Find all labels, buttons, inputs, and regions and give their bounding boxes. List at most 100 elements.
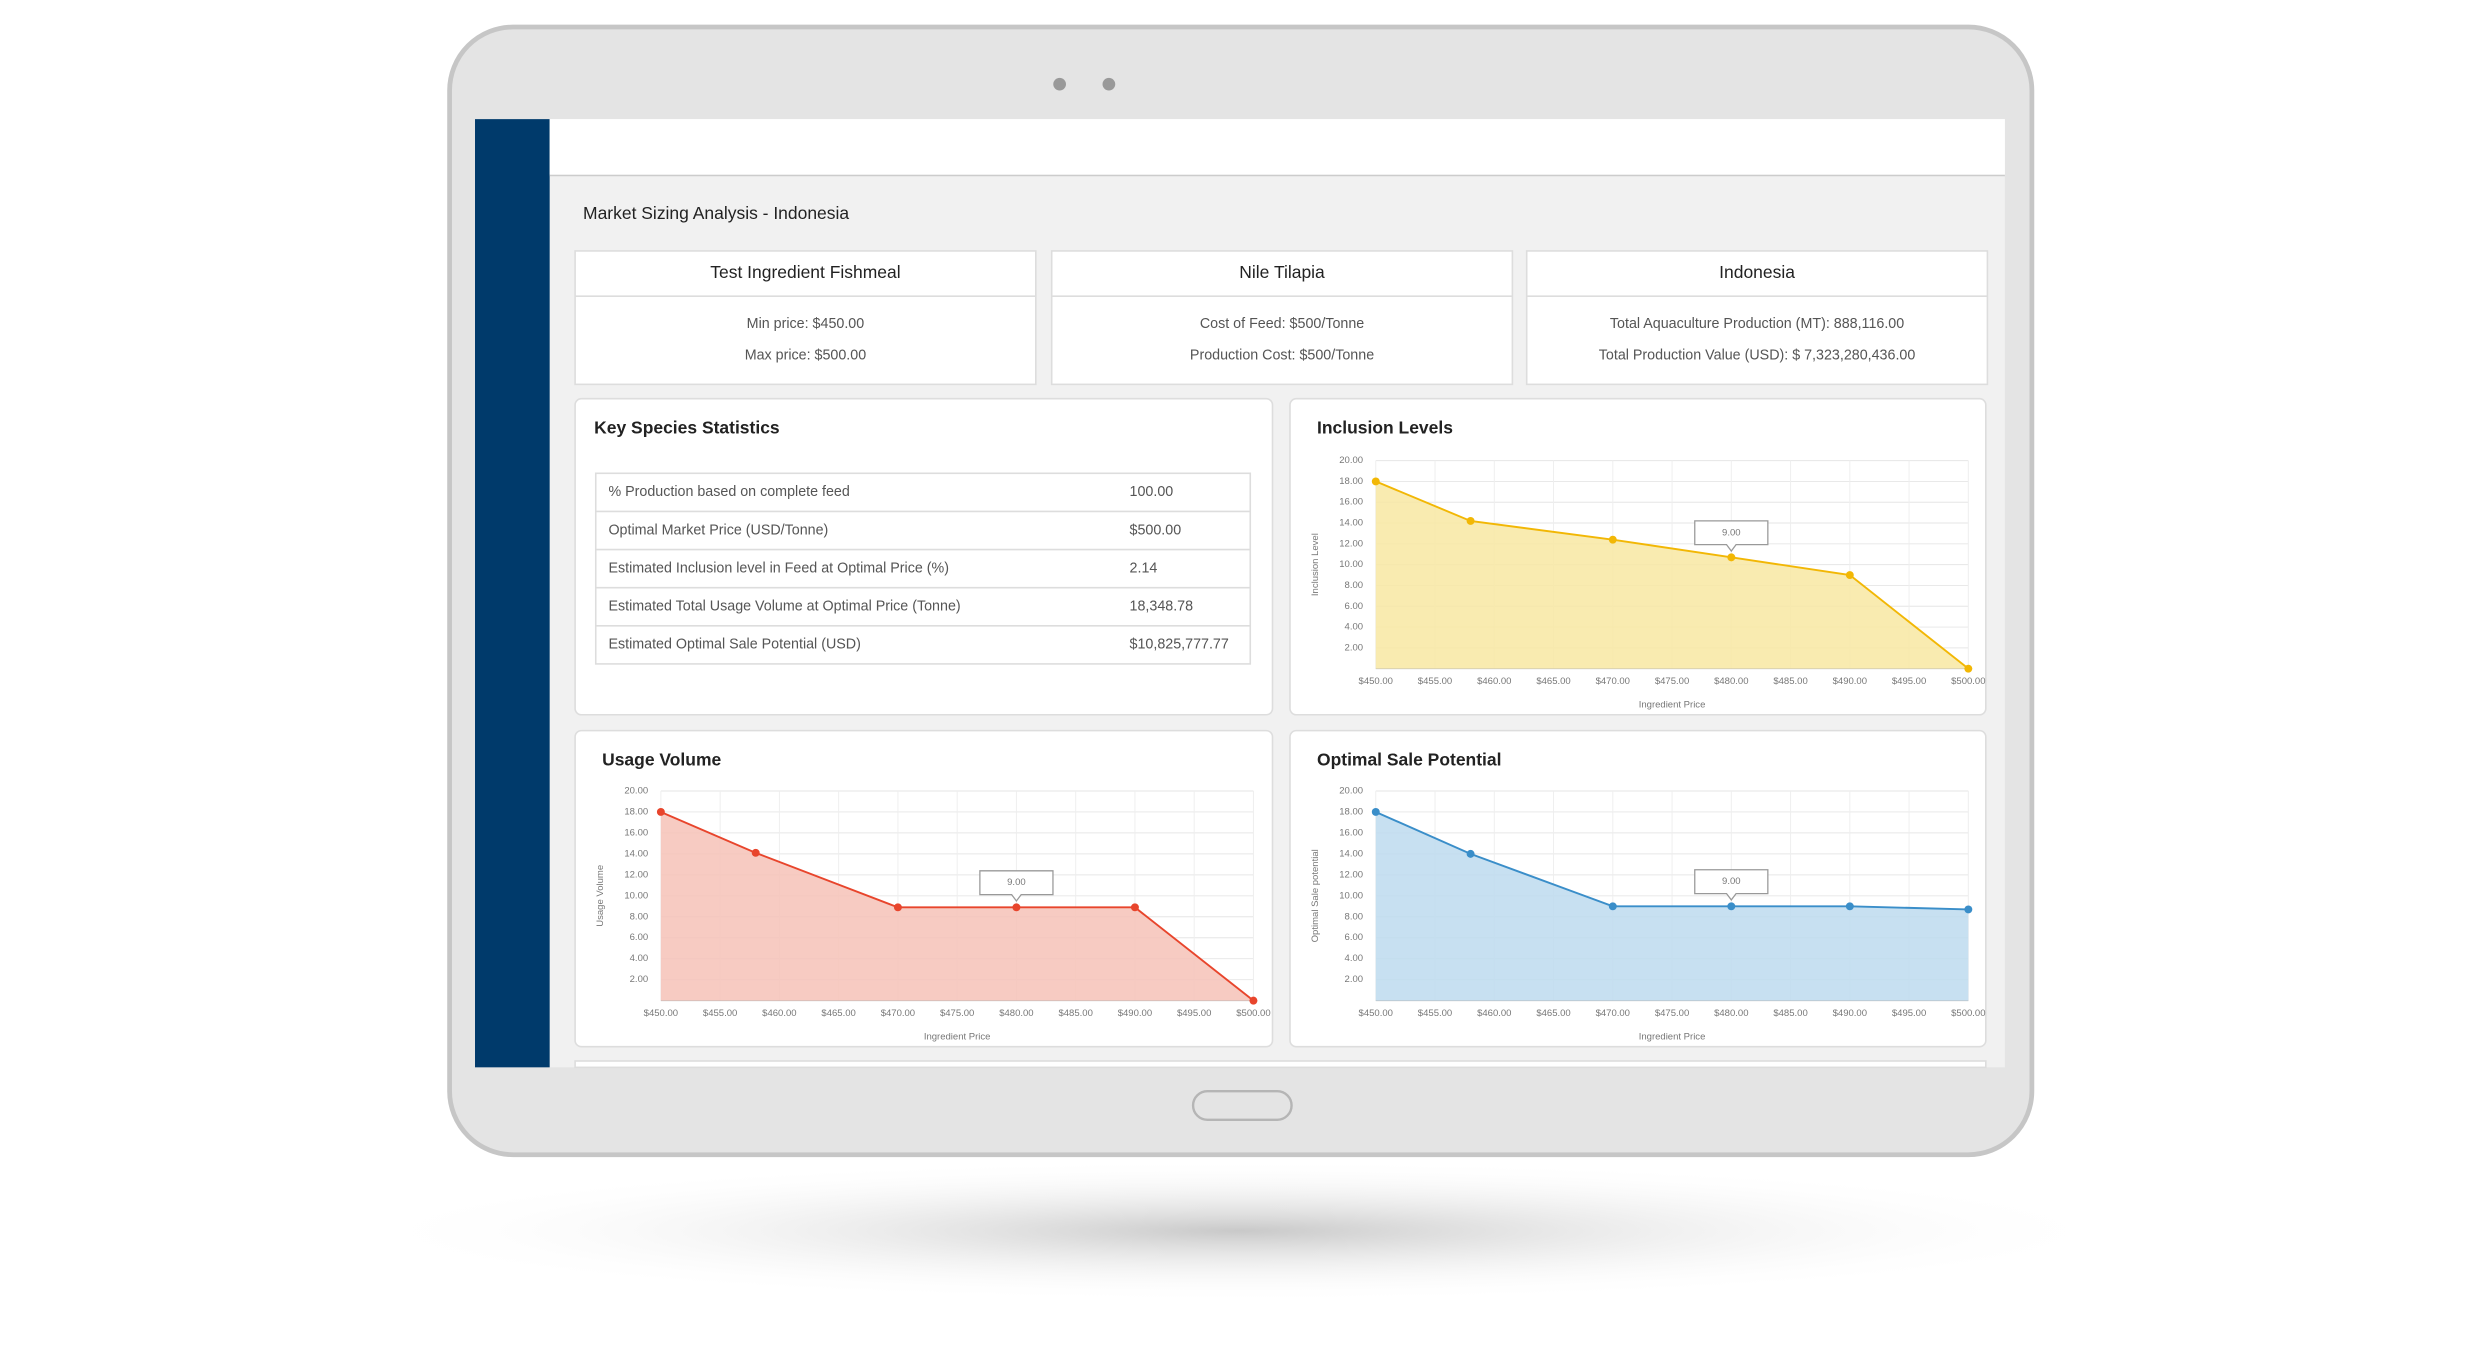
y-tick-label: 20.00	[1339, 455, 1363, 466]
card-line: Cost of Feed: $500/Tonne	[1200, 316, 1364, 332]
point	[1466, 849, 1475, 858]
x-tick-label: $465.00	[1536, 1008, 1570, 1019]
y-tick-label: 2.00	[1345, 974, 1364, 985]
y-tick-label: 18.00	[624, 806, 648, 817]
x-tick-label: $460.00	[1477, 676, 1511, 687]
point	[1130, 903, 1139, 912]
y-tick-label: 10.00	[624, 890, 648, 901]
y-tick-label: 2.00	[630, 974, 649, 985]
top-bar	[549, 119, 2005, 175]
x-tick-label: $455.00	[1418, 1008, 1452, 1019]
y-tick-label: 8.00	[1345, 911, 1364, 922]
chart-title: Usage Volume	[602, 749, 721, 769]
x-tick-label: $460.00	[1477, 1008, 1511, 1019]
line	[660, 811, 1255, 1002]
x-tick-label: $490.00	[1833, 1008, 1867, 1019]
x-tick-label: $485.00	[1058, 1008, 1092, 1019]
y-tick-label: 14.00	[624, 848, 648, 859]
info-card	[574, 250, 1037, 386]
point	[656, 807, 665, 816]
table-cell: $500.00	[1130, 522, 1182, 538]
card-title: Indonesia	[1719, 262, 1795, 282]
y-tick-label: 4.00	[1345, 953, 1364, 964]
point	[1249, 996, 1258, 1005]
point	[1012, 903, 1021, 912]
y-tick-label: 18.00	[1339, 806, 1363, 817]
x-tick-label: $470.00	[1596, 1008, 1630, 1019]
panel-title: Key Species Statistics	[594, 417, 779, 437]
x-tick-label: $495.00	[1892, 676, 1926, 687]
point	[893, 903, 902, 912]
x-tick-label: $470.00	[881, 1008, 915, 1019]
point	[1964, 664, 1973, 673]
tooltip: 9.00	[1722, 527, 1741, 538]
card-title: Nile Tilapia	[1239, 262, 1325, 282]
x-tick-label: $450.00	[1359, 1008, 1393, 1019]
point	[1371, 477, 1380, 486]
y-tick-label: 16.00	[1339, 827, 1363, 838]
point	[1727, 553, 1736, 562]
y-axis-label: Optimal Sale potential	[1310, 849, 1321, 942]
y-tick-label: 6.00	[1345, 601, 1364, 612]
x-tick-label: $455.00	[703, 1008, 737, 1019]
point	[751, 848, 760, 857]
table-cell: $10,825,777.77	[1130, 637, 1229, 653]
card-title: Test Ingredient Fishmeal	[710, 262, 900, 282]
card-line: Production Cost: $500/Tonne	[1190, 348, 1374, 364]
y-tick-label: 20.00	[1339, 785, 1363, 796]
tooltip-box	[1694, 869, 1769, 901]
y-tick-label: 18.00	[1339, 476, 1363, 487]
point	[1466, 516, 1475, 525]
x-axis-label: Ingredient Price	[924, 1032, 991, 1043]
camera	[1102, 77, 1116, 91]
area	[660, 811, 1254, 1001]
y-tick-label: 16.00	[1339, 497, 1363, 508]
y-axis-label: Usage Volume	[595, 865, 606, 927]
table-cell: % Production based on complete feed	[608, 484, 849, 500]
y-tick-label: 6.00	[630, 932, 649, 943]
home-button[interactable]	[1191, 1089, 1293, 1121]
y-tick-label: 14.00	[1339, 518, 1363, 529]
x-axis-label: Ingredient Price	[1639, 700, 1706, 711]
point	[1964, 905, 1973, 914]
y-tick-label: 12.00	[1339, 538, 1363, 549]
x-tick-label: $500.00	[1236, 1008, 1270, 1019]
shadow	[349, 1159, 2129, 1303]
y-tick-label: 16.00	[624, 827, 648, 838]
x-tick-label: $485.00	[1773, 676, 1807, 687]
x-tick-label: $475.00	[1655, 1008, 1689, 1019]
point	[1727, 902, 1736, 911]
x-tick-label: $480.00	[999, 1008, 1033, 1019]
y-tick-label: 4.00	[630, 953, 649, 964]
sidebar	[475, 119, 550, 1068]
y-tick-label: 8.00	[630, 911, 649, 922]
x-tick-label: $500.00	[1951, 1008, 1985, 1019]
point	[1845, 902, 1854, 911]
y-tick-label: 12.00	[624, 869, 648, 880]
point	[1371, 807, 1380, 816]
y-axis-label: Inclusion Level	[1310, 533, 1321, 596]
table-cell: Optimal Market Price (USD/Tonne)	[608, 522, 828, 538]
card-line: Max price: $500.00	[745, 348, 867, 364]
y-tick-label: 4.00	[1345, 622, 1364, 633]
tooltip: 9.00	[1722, 876, 1741, 887]
point	[1608, 535, 1617, 544]
info-card	[1050, 250, 1514, 386]
line	[1375, 480, 1969, 670]
x-tick-label: $480.00	[1714, 676, 1748, 687]
camera	[1053, 77, 1066, 91]
table-cell: 2.14	[1130, 560, 1158, 576]
chart-title: Optimal Sale Potential	[1317, 749, 1501, 769]
y-tick-label: 8.00	[1345, 580, 1364, 591]
x-tick-label: $450.00	[644, 1008, 678, 1019]
y-tick-label: 14.00	[1339, 848, 1363, 859]
x-tick-label: $490.00	[1833, 676, 1867, 687]
y-tick-label: 20.00	[624, 785, 648, 796]
line	[1375, 811, 1969, 911]
table-cell: Estimated Inclusion level in Feed at Opt…	[608, 560, 949, 576]
y-tick-label: 6.00	[1345, 932, 1364, 943]
y-tick-label: 10.00	[1339, 890, 1363, 901]
x-tick-label: $475.00	[940, 1008, 974, 1019]
